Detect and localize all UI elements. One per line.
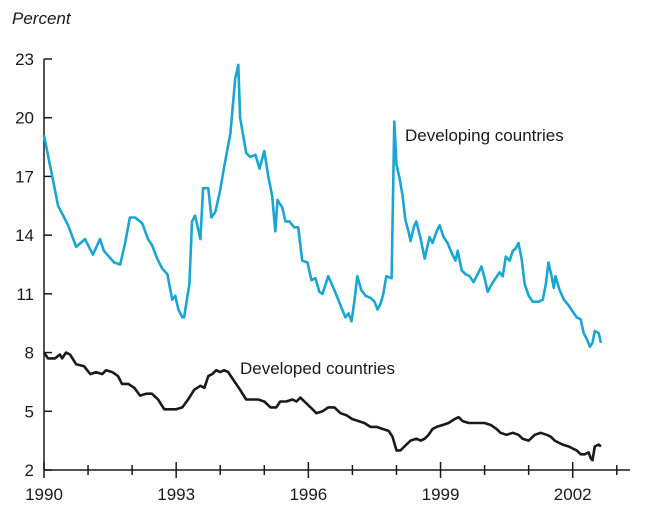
- y-tick-label: 23: [15, 50, 34, 69]
- series-line: [42, 63, 603, 348]
- series-line: [42, 351, 602, 462]
- x-tick-label: 1999: [422, 485, 460, 504]
- y-tick-label: 17: [15, 167, 34, 186]
- x-tick-label: 1996: [289, 485, 327, 504]
- y-axis-label: Percent: [12, 9, 72, 28]
- y-tick-label: 8: [25, 344, 34, 363]
- x-tick-label: 1990: [25, 485, 63, 504]
- x-tick-label: 2002: [554, 485, 592, 504]
- series-label: Developed countries: [240, 359, 395, 378]
- series-label: Developing countries: [405, 126, 564, 145]
- x-tick-label: 1993: [157, 485, 195, 504]
- y-tick-label: 5: [25, 402, 34, 421]
- y-tick-label: 20: [15, 109, 34, 128]
- y-tick-label: 14: [15, 226, 34, 245]
- y-tick-label: 11: [16, 285, 34, 304]
- y-tick-label: 2: [25, 461, 34, 480]
